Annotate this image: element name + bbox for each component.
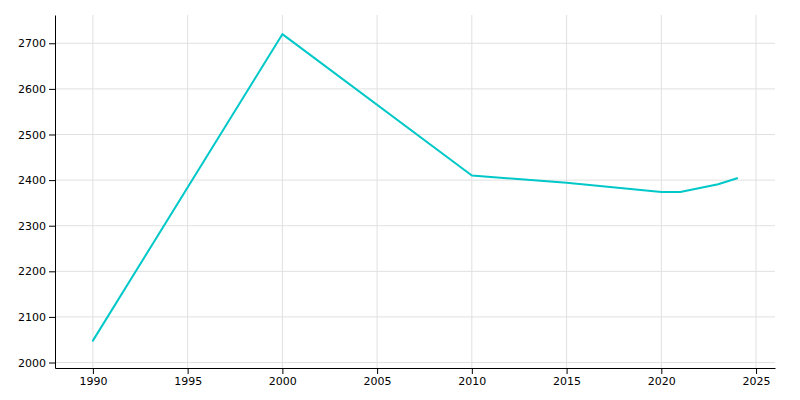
- x-tick-label: 2000: [269, 375, 297, 388]
- x-tick-mark: [661, 368, 662, 374]
- x-tick-mark: [93, 368, 94, 374]
- x-tick: 2010: [458, 368, 486, 388]
- y-tick-label: 2200: [18, 265, 46, 278]
- plot-area: 1990 1995 2000 2005 2010 2015 2020 2025 2000 2100…: [18, 15, 776, 388]
- y-tick-mark: [49, 271, 55, 272]
- x-grid-line: [92, 15, 93, 368]
- x-tick-mark: [472, 368, 473, 374]
- y-grid-line: [55, 316, 775, 317]
- y-tick-label: 2500: [18, 129, 46, 142]
- x-axis-line: [56, 368, 776, 369]
- y-tick-label: 2600: [18, 83, 46, 96]
- y-tick-label: 2400: [18, 174, 46, 187]
- y-grid-line: [55, 180, 775, 181]
- x-axis: 1990 1995 2000 2005 2010 2015 2020 2025: [56, 368, 776, 388]
- x-tick-label: 2010: [458, 375, 486, 388]
- x-tick-label: 2005: [364, 375, 392, 388]
- x-grid-line: [566, 15, 567, 368]
- y-grid-line: [55, 88, 775, 89]
- x-tick: 2005: [364, 368, 392, 388]
- y-tick-mark: [49, 363, 55, 364]
- y-tick-label: 2300: [18, 220, 46, 233]
- x-tick-mark: [756, 368, 757, 374]
- marks: [93, 34, 737, 340]
- x-tick-label: 2020: [648, 375, 676, 388]
- y-grid-line: [55, 271, 775, 272]
- x-tick: 2015: [553, 368, 581, 388]
- y-tick: 2300: [18, 220, 55, 233]
- chart: 1990 1995 2000 2005 2010 2015 2020 2025 2000 2100…: [0, 0, 800, 400]
- x-grid-line: [187, 15, 188, 368]
- x-tick-mark: [188, 368, 189, 374]
- y-tick-mark: [49, 317, 55, 318]
- y-tick-mark: [49, 43, 55, 44]
- y-tick: 2200: [18, 265, 55, 278]
- x-tick: 2025: [743, 368, 771, 388]
- x-tick-label: 1990: [79, 375, 107, 388]
- x-tick-label: 2015: [553, 375, 581, 388]
- y-tick-mark: [49, 180, 55, 181]
- x-tick-mark: [567, 368, 568, 374]
- x-grid-line: [282, 15, 283, 368]
- y-tick: 2600: [18, 83, 55, 96]
- x-tick-label: 1995: [174, 375, 202, 388]
- x-grid-line: [377, 15, 378, 368]
- y-tick-mark: [49, 89, 55, 90]
- y-tick: 2700: [18, 37, 55, 50]
- x-tick-mark: [282, 368, 283, 374]
- line: [93, 34, 737, 340]
- y-axis: 2000 2100 2200 2300 2400 2500 2600 2700: [18, 16, 56, 370]
- x-tick: 1990: [79, 368, 107, 388]
- x-tick: 2020: [648, 368, 676, 388]
- y-grid-line: [55, 362, 775, 363]
- y-axis-line: [55, 16, 56, 369]
- y-tick: 2400: [18, 174, 55, 187]
- y-tick-label: 2000: [18, 357, 46, 370]
- x-grid-line: [471, 15, 472, 368]
- y-tick: 2500: [18, 129, 55, 142]
- x-tick: 1995: [174, 368, 202, 388]
- x-tick-label: 2025: [743, 375, 771, 388]
- y-tick: 2100: [18, 311, 55, 324]
- y-grid-line: [55, 43, 775, 44]
- y-tick-label: 2100: [18, 311, 46, 324]
- x-grid-line: [756, 15, 757, 368]
- y-tick-mark: [49, 134, 55, 135]
- y-tick-label: 2700: [18, 37, 46, 50]
- x-tick: 2000: [269, 368, 297, 388]
- x-tick-mark: [377, 368, 378, 374]
- y-tick: 2000: [18, 357, 55, 370]
- grid: [55, 15, 775, 368]
- y-tick-mark: [49, 226, 55, 227]
